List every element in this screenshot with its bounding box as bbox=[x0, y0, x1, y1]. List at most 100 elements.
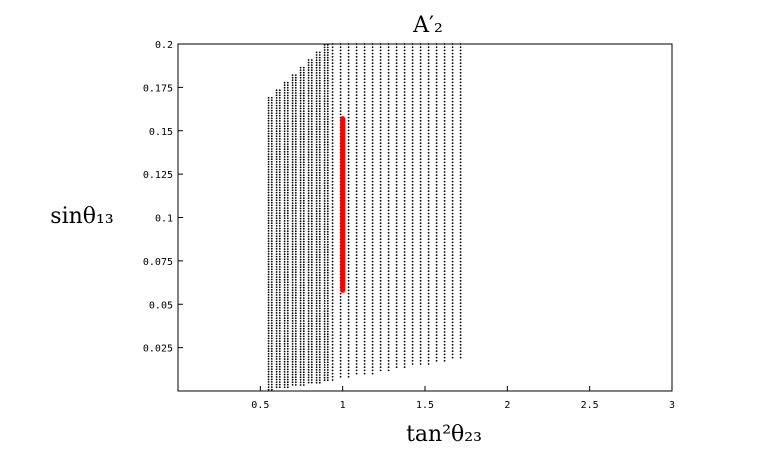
scatter-point bbox=[270, 370, 273, 373]
scatter-point bbox=[427, 123, 430, 125]
scatter-point bbox=[326, 79, 329, 82]
scatter-point bbox=[355, 193, 358, 196]
scatter-point bbox=[379, 97, 382, 100]
scatter-point bbox=[323, 333, 326, 336]
scatter-point bbox=[355, 350, 358, 353]
scatter-point bbox=[326, 102, 329, 105]
scatter-point bbox=[323, 154, 326, 156]
scatter-point bbox=[403, 87, 406, 90]
scatter-point bbox=[379, 123, 382, 125]
scatter-point bbox=[278, 353, 281, 355]
scatter-point bbox=[291, 378, 294, 381]
scatter-point bbox=[387, 52, 390, 55]
scatter-point bbox=[318, 54, 321, 56]
scatter-point bbox=[379, 145, 382, 148]
scatter-point bbox=[318, 248, 321, 251]
scatter-point bbox=[371, 126, 374, 129]
scatter-point bbox=[270, 153, 273, 156]
scatter-point bbox=[395, 286, 398, 289]
scatter-point bbox=[275, 350, 278, 353]
scatter-point bbox=[459, 241, 462, 244]
scatter-point bbox=[427, 145, 430, 148]
scatter-point bbox=[294, 209, 297, 212]
scatter-point bbox=[299, 343, 302, 345]
scatter-point bbox=[371, 257, 374, 260]
scatter-point bbox=[419, 247, 422, 250]
scatter-point bbox=[286, 263, 289, 266]
scatter-point bbox=[379, 46, 382, 49]
scatter-point bbox=[323, 189, 326, 192]
scatter-point bbox=[323, 138, 326, 141]
scatter-point bbox=[395, 148, 398, 151]
scatter-point bbox=[331, 193, 334, 196]
scatter-point bbox=[275, 347, 278, 350]
scatter-point bbox=[326, 82, 329, 85]
scatter-point bbox=[302, 325, 305, 327]
scatter-point bbox=[302, 361, 305, 363]
scatter-point bbox=[427, 283, 430, 285]
scatter-point bbox=[310, 243, 313, 246]
scatter-point bbox=[286, 179, 289, 181]
scatter-point bbox=[278, 378, 281, 381]
scatter-point bbox=[411, 78, 414, 81]
scatter-point bbox=[331, 222, 334, 225]
scatter-point bbox=[307, 327, 310, 330]
scatter-point bbox=[275, 199, 278, 202]
scatter-point bbox=[347, 75, 350, 77]
scatter-point bbox=[387, 139, 390, 141]
scatter-point bbox=[387, 254, 390, 257]
scatter-point bbox=[299, 309, 302, 312]
scatter-point bbox=[318, 246, 321, 248]
scatter-point bbox=[315, 179, 318, 182]
scatter-point bbox=[270, 306, 273, 309]
scatter-point bbox=[294, 158, 297, 161]
scatter-point bbox=[267, 240, 270, 243]
scatter-point bbox=[371, 113, 374, 116]
scatter-point bbox=[318, 138, 321, 141]
scatter-point bbox=[315, 266, 318, 269]
scatter-point bbox=[451, 292, 454, 295]
scatter-point bbox=[267, 143, 270, 145]
scatter-point bbox=[275, 306, 278, 309]
scatter-point bbox=[315, 164, 318, 167]
scatter-point bbox=[310, 110, 313, 113]
scatter-point bbox=[323, 335, 326, 338]
scatter-point bbox=[331, 302, 334, 305]
scatter-point bbox=[310, 100, 313, 102]
scatter-point bbox=[451, 356, 454, 359]
scatter-point bbox=[270, 296, 273, 299]
scatter-point bbox=[326, 297, 329, 300]
scatter-point bbox=[310, 307, 313, 310]
scatter-point bbox=[347, 203, 350, 205]
scatter-point bbox=[310, 133, 313, 136]
scatter-point bbox=[443, 49, 446, 52]
scatter-point bbox=[267, 365, 270, 368]
scatter-point bbox=[326, 59, 329, 62]
scatter-point bbox=[302, 222, 305, 225]
scatter-point bbox=[315, 148, 318, 151]
scatter-point bbox=[355, 59, 358, 61]
scatter-point bbox=[307, 84, 310, 87]
scatter-point bbox=[302, 197, 305, 200]
scatter-point bbox=[286, 145, 289, 148]
scatter-point bbox=[299, 355, 302, 358]
scatter-point bbox=[310, 61, 313, 64]
scatter-point bbox=[302, 350, 305, 353]
scatter-point bbox=[331, 171, 334, 173]
scatter-point bbox=[419, 263, 422, 266]
scatter-point bbox=[318, 271, 321, 274]
scatter-point bbox=[443, 318, 446, 321]
scatter-point bbox=[387, 167, 390, 170]
scatter-point bbox=[331, 65, 334, 68]
scatter-point bbox=[286, 81, 289, 84]
scatter-point bbox=[302, 279, 305, 281]
scatter-point bbox=[427, 343, 430, 346]
scatter-point bbox=[371, 193, 374, 196]
scatter-point bbox=[307, 105, 310, 107]
scatter-point bbox=[435, 251, 438, 253]
scatter-point bbox=[331, 212, 334, 215]
scatter-point bbox=[302, 299, 305, 302]
scatter-point bbox=[451, 135, 454, 138]
scatter-point bbox=[451, 276, 454, 279]
scatter-point bbox=[315, 358, 318, 361]
